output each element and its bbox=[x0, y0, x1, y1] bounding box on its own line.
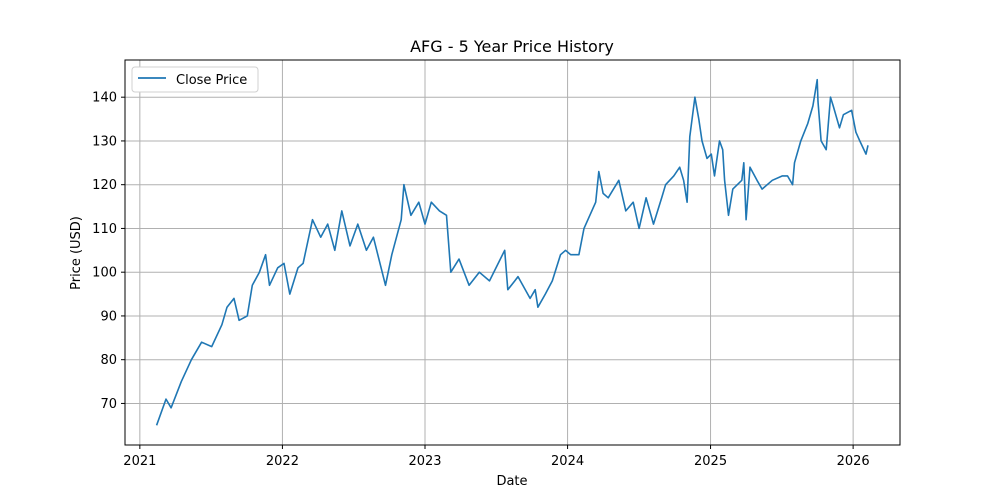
legend: Close Price bbox=[131, 66, 259, 93]
x-tick-label: 2021 bbox=[123, 454, 156, 469]
y-axis: 70 80 90 100 110 120 130 140 bbox=[92, 91, 125, 412]
x-tick-label: 2025 bbox=[694, 454, 727, 469]
x-tick-label: 2026 bbox=[837, 454, 870, 469]
plot-area-frame bbox=[124, 59, 901, 446]
y-tick-label: 130 bbox=[92, 134, 117, 149]
legend-box bbox=[131, 66, 259, 93]
x-axis-label: Date bbox=[496, 474, 527, 489]
y-axis-label: Price (USD) bbox=[69, 216, 84, 290]
grid bbox=[125, 60, 900, 445]
y-tick-label: 110 bbox=[92, 222, 117, 237]
y-tick-label: 140 bbox=[92, 91, 117, 106]
y-tick-label: 80 bbox=[100, 353, 117, 368]
y-tick-label: 100 bbox=[92, 266, 117, 281]
y-tick-label: 70 bbox=[100, 397, 117, 412]
legend-label: Close Price bbox=[176, 73, 247, 88]
x-tick-label: 2022 bbox=[266, 454, 299, 469]
x-tick-label: 2024 bbox=[551, 454, 584, 469]
y-tick-label: 120 bbox=[92, 178, 117, 193]
x-axis: 2021 2022 2023 2024 2025 2026 bbox=[123, 445, 870, 469]
series-line-close-price bbox=[155, 78, 869, 426]
x-tick-label: 2023 bbox=[408, 454, 441, 469]
y-tick-label: 90 bbox=[100, 309, 117, 324]
chart-title: AFG - 5 Year Price History bbox=[410, 37, 614, 56]
